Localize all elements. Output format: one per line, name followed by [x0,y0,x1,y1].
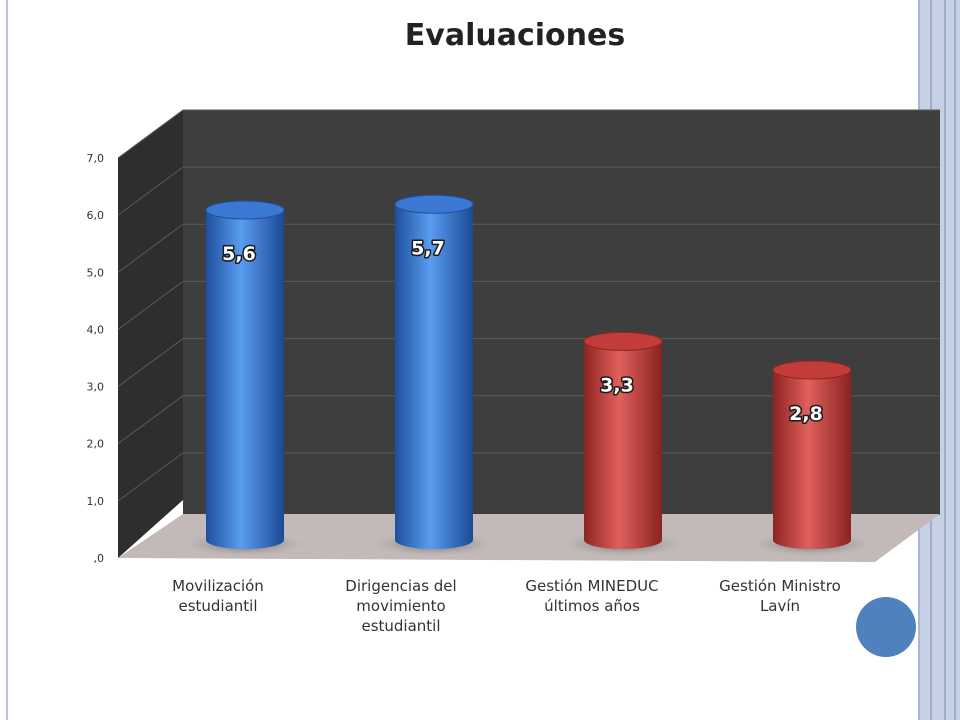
gridline-side [117,223,184,273]
bar-4: 2,8 [753,360,871,556]
gridline-side [117,166,184,216]
gridline-side [117,452,184,502]
decorative-circle [856,597,916,657]
gridline-side [117,281,184,330]
y-tick-label: 5,0 [87,266,105,279]
bar-top [583,331,663,351]
x-category-label: Movilización estudiantil [172,577,264,615]
y-tick-label: ,0 [94,552,105,565]
data-label: 2,8 [789,403,823,425]
bar-body [773,370,851,549]
side-wall [118,110,183,558]
y-tick-label: 7,0 [87,152,105,165]
chart-floor [118,514,940,562]
chart-title: Evaluaciones [404,18,626,53]
gridline-side [117,338,184,387]
data-label: 5,7 [411,237,445,259]
data-label: 3,3 [600,374,634,396]
data-label: 5,6 [222,243,256,265]
y-tick-label: 1,0 [87,495,105,508]
y-tick-label: 4,0 [87,323,105,336]
bar-top [772,360,852,380]
y-tick-label: 2,0 [87,438,105,451]
bar-body [206,210,284,549]
gridline-side [117,109,184,159]
bar-3: 3,3 [564,331,682,556]
bar-body [395,204,473,550]
bar-top [205,200,285,220]
y-tick-label: 3,0 [87,381,105,394]
y-tick-label: 6,0 [87,209,105,222]
bar-1: 5,6 [186,200,304,556]
x-category-label: Gestión Ministro Lavín [719,577,841,615]
bar-body [584,341,662,549]
bar-2: 5,7 [375,194,493,556]
gridline-side [117,395,184,445]
x-category-label: Dirigencias del movimiento estudiantil [345,577,456,635]
left-frame-line [6,0,8,720]
x-category-label: Gestión MINEDUC últimos años [525,577,658,615]
bar-top [394,194,474,214]
